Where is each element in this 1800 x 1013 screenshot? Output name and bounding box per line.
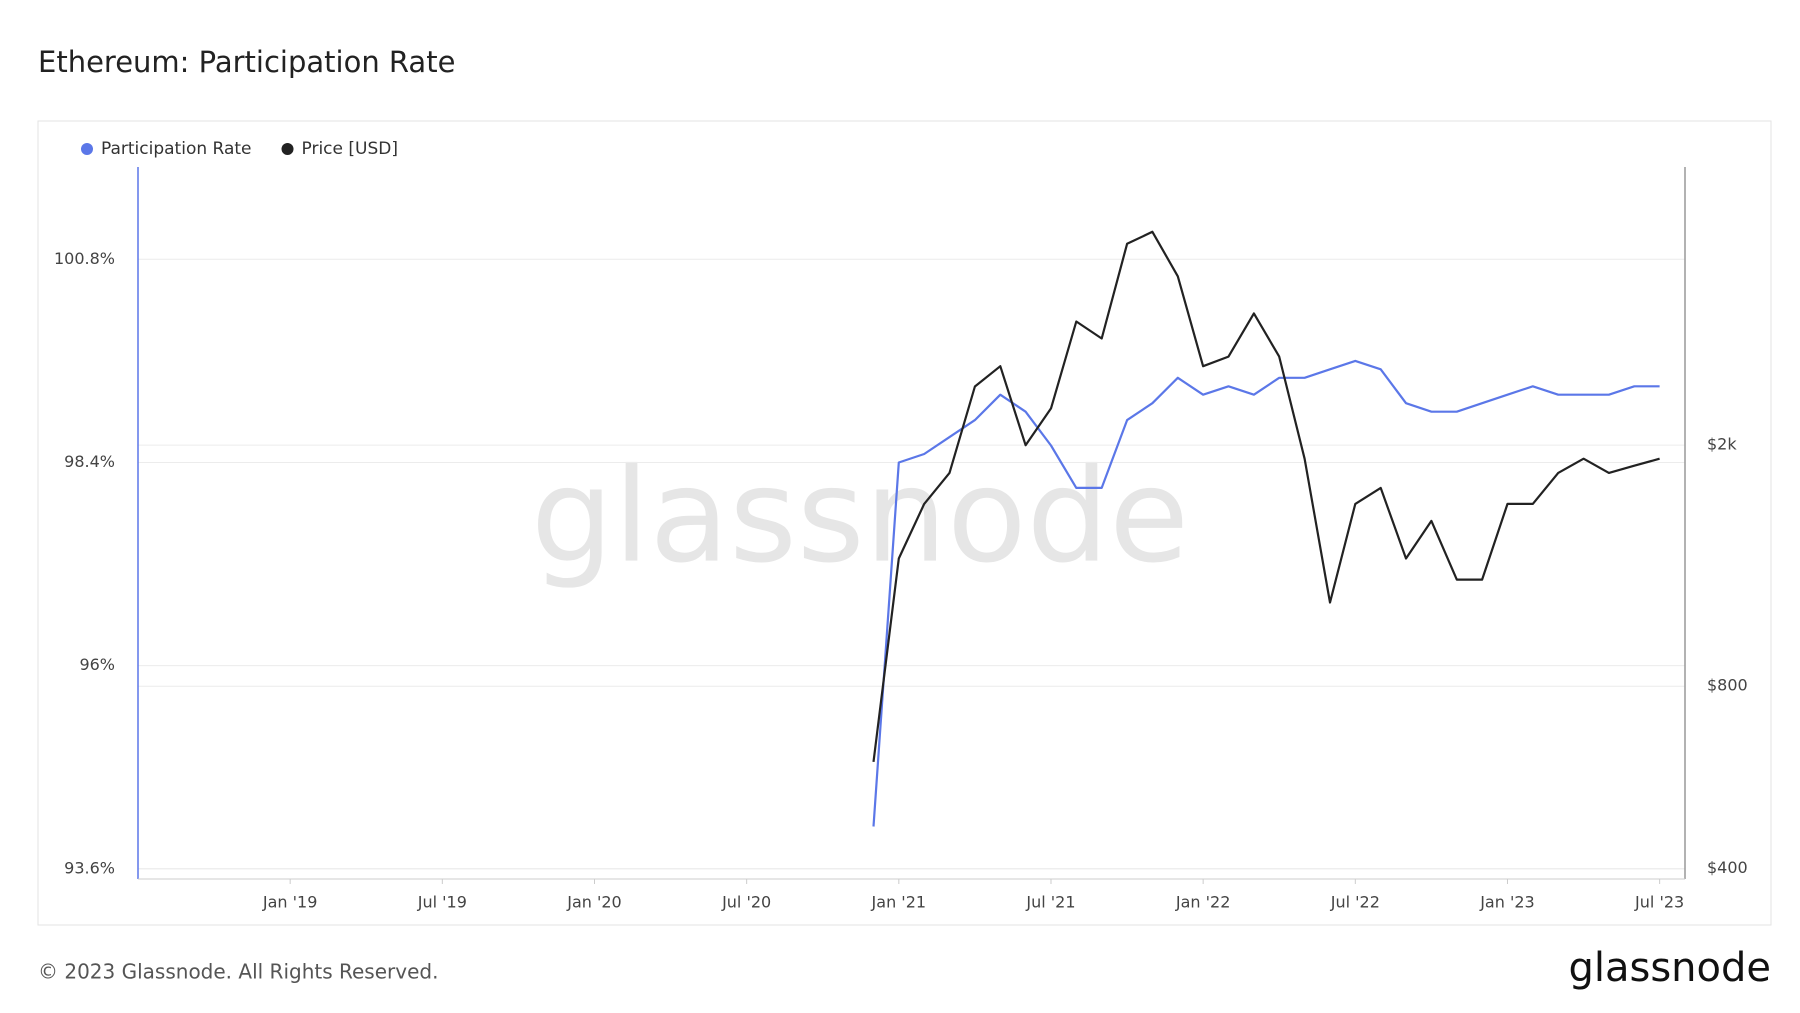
x-tick-label: Jul '19 [417,893,467,912]
y-tick-label: 96% [79,655,115,674]
footer: © 2023 Glassnode. All Rights Reserved. [38,960,438,984]
legend-label: Price [USD] [302,139,398,159]
chart-title: Ethereum: Participation Rate [38,45,455,79]
x-tick-label: Jul '23 [1634,893,1684,912]
x-tick-label: Jul '22 [1330,893,1380,912]
x-tick-label: Jul '20 [721,893,771,912]
brand-logo: glassnode [1568,945,1771,991]
series-line [872,230,1660,763]
y-tick-label: 98.4% [64,452,115,471]
legend-marker [81,143,93,155]
x-tick-label: Jan '22 [1175,893,1231,912]
y-tick-label: 100.8% [54,249,115,268]
y-tick-label: 93.6% [64,858,115,877]
chart-frame [37,120,1772,926]
x-tick-label: Jan '20 [566,893,622,912]
legend-marker [281,143,294,155]
y2-tick-label: $400 [1707,858,1748,877]
x-tick-label: Jul '21 [1025,893,1075,912]
x-tick-label: Jan '19 [262,893,318,912]
y2-tick-label: $800 [1707,676,1748,695]
x-tick-label: Jan '21 [871,893,927,912]
x-tick-label: Jan '23 [1479,893,1535,912]
legend-label: Participation Rate [101,139,252,159]
series-line [872,359,1660,827]
watermark: glassnode [531,440,1189,592]
y2-tick-label: $2k [1707,435,1737,454]
